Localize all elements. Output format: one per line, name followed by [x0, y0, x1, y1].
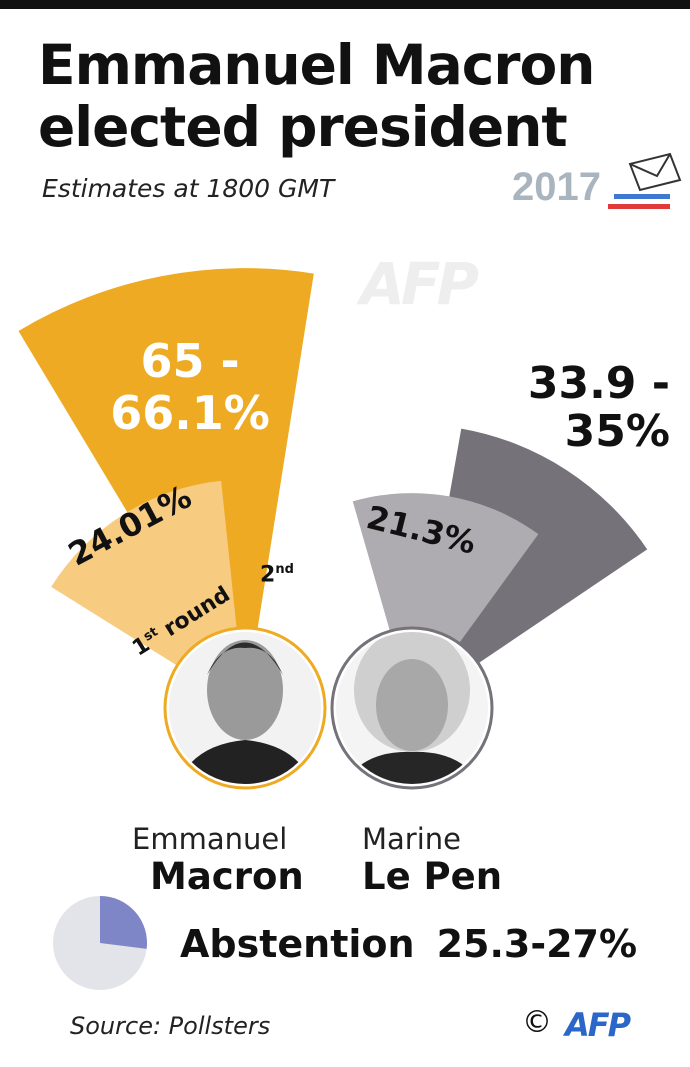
macron-round2-wedge — [18, 268, 314, 648]
le-pen-round1-wedge — [352, 493, 539, 652]
round2-label: 2nd — [260, 562, 294, 588]
flag-blue-line — [614, 194, 670, 199]
macron-last-name: Macron — [150, 855, 304, 898]
page-title: Emmanuel Macron elected president — [38, 33, 595, 159]
macron-round1-wedge — [51, 480, 238, 671]
afp-watermark: AFP — [360, 250, 479, 318]
pie-slice-abstention — [100, 896, 148, 949]
abstention-value: 25.3-27% — [436, 922, 638, 966]
macron-round2-label: 65 - 66.1% — [110, 334, 270, 440]
macron-portrait — [163, 626, 327, 790]
election-2017-logo: 2017 — [512, 152, 682, 209]
le-pen-portrait — [330, 626, 494, 790]
le-pen-first-name: Marine — [362, 822, 461, 856]
le-pen-round2-label: 33.9 - 35% — [527, 358, 670, 457]
title-line-1: Emmanuel Macron — [38, 33, 595, 97]
le-pen-last-name: Le Pen — [362, 855, 503, 898]
flag-red-line — [608, 204, 670, 209]
macron-first-name: Emmanuel — [132, 822, 288, 856]
abstention-pie — [53, 896, 148, 990]
afp-logo: AFP — [565, 1006, 631, 1044]
subtitle: Estimates at 1800 GMT — [42, 174, 335, 203]
copyright-symbol: © — [522, 1005, 552, 1040]
envelope-icon — [628, 152, 682, 192]
logo-year: 2017 — [512, 165, 601, 209]
abstention-row: Abstention 25.3-27% — [180, 922, 637, 966]
source-note: Source: Pollsters — [70, 1012, 271, 1040]
abstention-label: Abstention — [180, 922, 415, 966]
title-line-2: elected president — [38, 95, 568, 159]
top-bar — [0, 0, 690, 9]
